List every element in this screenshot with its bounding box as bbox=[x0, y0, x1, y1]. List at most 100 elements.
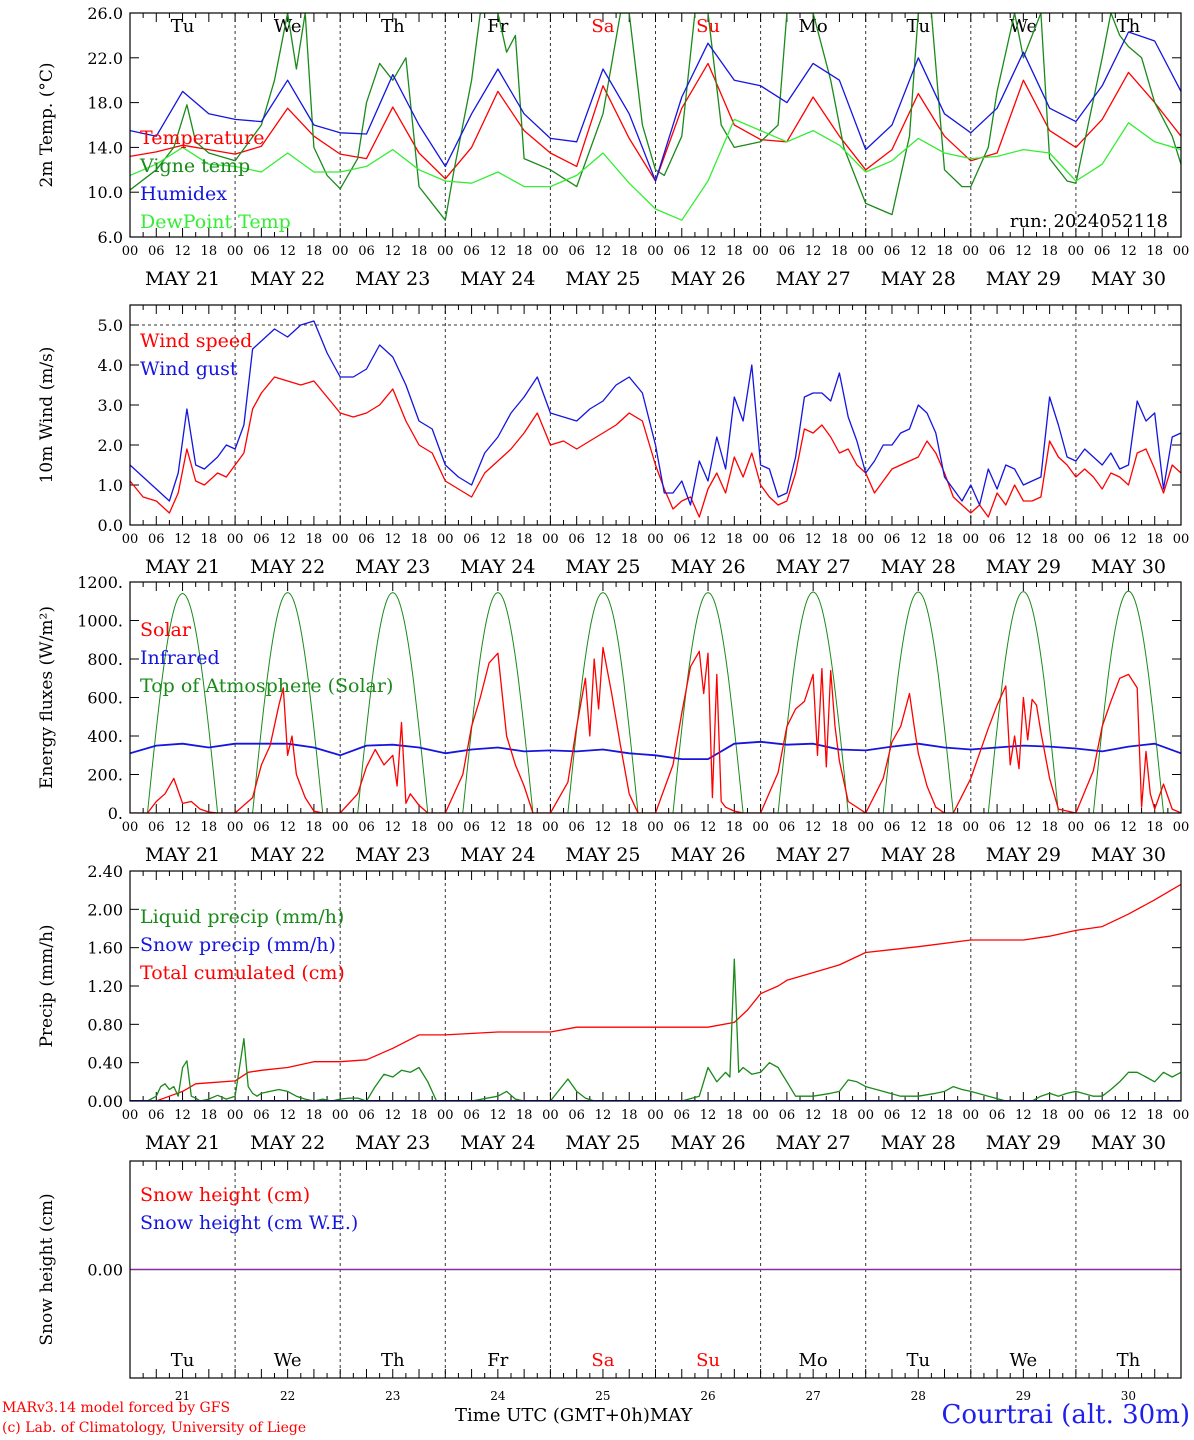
hour-label: 12 bbox=[490, 532, 507, 547]
day-number-label: 23 bbox=[385, 1389, 400, 1403]
date-label: MAY 21 bbox=[145, 844, 220, 866]
weekday-label: We bbox=[1010, 1350, 1038, 1371]
date-label: MAY 22 bbox=[250, 1132, 325, 1154]
series-group bbox=[130, 320, 1181, 518]
hour-label: 06 bbox=[989, 532, 1006, 547]
hour-label: 18 bbox=[306, 1108, 323, 1123]
y-axis-label: Snow height (cm) bbox=[37, 1193, 57, 1345]
day-number-label: 24 bbox=[490, 1389, 506, 1403]
time-axis-title: Time UTC (GMT+0h) bbox=[455, 1405, 650, 1426]
hour-label: 12 bbox=[910, 820, 927, 835]
hour-label: 00 bbox=[542, 820, 559, 835]
date-label: MAY 26 bbox=[670, 556, 745, 578]
legend-entry: Top of Atmosphere (Solar) bbox=[140, 675, 393, 697]
hour-label: 06 bbox=[358, 1108, 375, 1123]
hour-label: 12 bbox=[174, 820, 191, 835]
date-label: MAY 26 bbox=[670, 844, 745, 866]
hour-label: 12 bbox=[279, 1108, 296, 1123]
hour-label: 06 bbox=[1094, 244, 1111, 259]
hour-label: 06 bbox=[463, 244, 480, 259]
hour-label: 06 bbox=[884, 820, 901, 835]
hour-label: 12 bbox=[174, 532, 191, 547]
hour-label: 18 bbox=[936, 532, 953, 547]
y-tick-label: 10.0 bbox=[87, 183, 123, 202]
date-label: MAY 30 bbox=[1091, 556, 1166, 578]
hour-label: 18 bbox=[831, 532, 848, 547]
day-number-label: 27 bbox=[806, 1389, 821, 1403]
y-tick-label: 0.00 bbox=[87, 1092, 123, 1111]
plot-frame bbox=[129, 1160, 1182, 1379]
legend-entry: Infrared bbox=[140, 647, 220, 669]
hour-label: 12 bbox=[1120, 532, 1137, 547]
y-tick-label: 22.0 bbox=[87, 49, 123, 68]
y-axis-label: 10m Wind (m/s) bbox=[37, 347, 57, 484]
series-group bbox=[130, 13, 1181, 221]
y-tick-label: 200. bbox=[87, 766, 123, 785]
hour-label: 06 bbox=[253, 820, 270, 835]
hour-label: 18 bbox=[1041, 1108, 1058, 1123]
hour-label: 00 bbox=[752, 820, 769, 835]
hour-label: 00 bbox=[752, 1108, 769, 1123]
date-label: MAY 29 bbox=[986, 1132, 1061, 1154]
hour-label: 00 bbox=[752, 532, 769, 547]
date-label: MAY 27 bbox=[776, 1132, 851, 1154]
hour-label: 12 bbox=[1015, 532, 1032, 547]
hour-label: 00 bbox=[227, 244, 244, 259]
date-label: MAY 21 bbox=[145, 268, 220, 290]
panel-wind: 0.0 1.0 2.0 3.0 4.0 5.0 10m Wind (m/s) 00 06 12 18… bbox=[37, 304, 1189, 578]
hour-label: 06 bbox=[568, 820, 585, 835]
hour-label: 18 bbox=[201, 244, 218, 259]
legend-entry: Temperature bbox=[140, 127, 264, 149]
legend-entry: Liquid precip (mm/h) bbox=[140, 906, 344, 928]
hour-label: 18 bbox=[1146, 532, 1163, 547]
hour-label: 00 bbox=[332, 820, 349, 835]
hour-label: 00 bbox=[332, 244, 349, 259]
hour-label: 06 bbox=[989, 820, 1006, 835]
y-tick-label: 1000. bbox=[77, 612, 123, 631]
panel-precip: 0.00 0.40 0.80 1.20 1.60 2.00 2.40 Precip (mm/h… bbox=[37, 862, 1189, 1154]
series-total-cumulated-cm- bbox=[130, 883, 1181, 1101]
date-label: MAY 27 bbox=[776, 556, 851, 578]
hour-label: 00 bbox=[227, 1108, 244, 1123]
y-tick-label: 0.0 bbox=[98, 516, 123, 535]
y-tick-label: 0.40 bbox=[87, 1054, 123, 1073]
hour-label: 00 bbox=[647, 532, 664, 547]
y-tick-label: 2.40 bbox=[87, 862, 123, 881]
date-label: MAY 29 bbox=[986, 556, 1061, 578]
legend-entry: DewPoint Temp bbox=[140, 211, 291, 233]
hour-label: 12 bbox=[279, 532, 296, 547]
hour-label: 18 bbox=[411, 820, 428, 835]
hour-label: 12 bbox=[805, 244, 822, 259]
hour-label: 00 bbox=[1173, 1108, 1190, 1123]
y-axis-label: 2m Temp. (°C) bbox=[37, 62, 57, 187]
hour-label: 12 bbox=[384, 1108, 401, 1123]
hour-label: 18 bbox=[621, 244, 638, 259]
hour-label: 00 bbox=[542, 1108, 559, 1123]
y-tick-label: 1.20 bbox=[87, 977, 123, 996]
weekday-label: Tu bbox=[171, 1350, 195, 1371]
hour-label: 12 bbox=[595, 820, 612, 835]
hour-label: 06 bbox=[779, 1108, 796, 1123]
day-number-label: 21 bbox=[175, 1389, 190, 1403]
weekday-label: We bbox=[274, 1350, 302, 1371]
date-label: MAY 25 bbox=[565, 268, 640, 290]
day-number-label: 22 bbox=[280, 1389, 295, 1403]
hour-label: 06 bbox=[1094, 1108, 1111, 1123]
date-label: MAY 27 bbox=[776, 268, 851, 290]
hour-label: 06 bbox=[674, 532, 691, 547]
hour-label: 18 bbox=[1041, 532, 1058, 547]
hour-label: 06 bbox=[1094, 532, 1111, 547]
hour-label: 18 bbox=[726, 1108, 743, 1123]
hour-label: 00 bbox=[963, 532, 980, 547]
date-label: MAY 22 bbox=[250, 268, 325, 290]
hour-label: 18 bbox=[726, 244, 743, 259]
hour-label: 00 bbox=[122, 244, 139, 259]
hour-label: 06 bbox=[674, 244, 691, 259]
weekday-label: Mo bbox=[799, 16, 828, 37]
series-humidex bbox=[130, 31, 1181, 182]
y-tick-label: 0. bbox=[108, 804, 123, 823]
hour-label: 18 bbox=[1041, 820, 1058, 835]
hour-label: 18 bbox=[1146, 820, 1163, 835]
hour-label: 18 bbox=[306, 244, 323, 259]
hour-label: 00 bbox=[227, 820, 244, 835]
